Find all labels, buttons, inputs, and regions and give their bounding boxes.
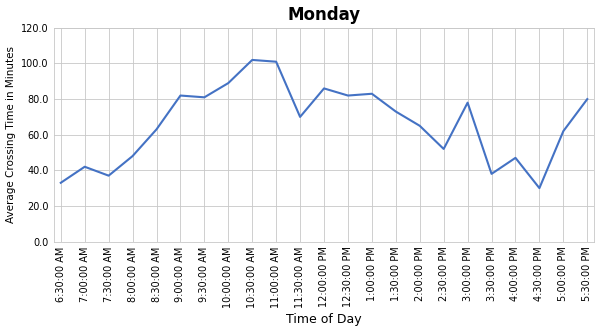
Title: Monday: Monday (287, 6, 361, 24)
Y-axis label: Average Crossing Time in Minutes: Average Crossing Time in Minutes (5, 46, 16, 223)
X-axis label: Time of Day: Time of Day (286, 313, 362, 326)
